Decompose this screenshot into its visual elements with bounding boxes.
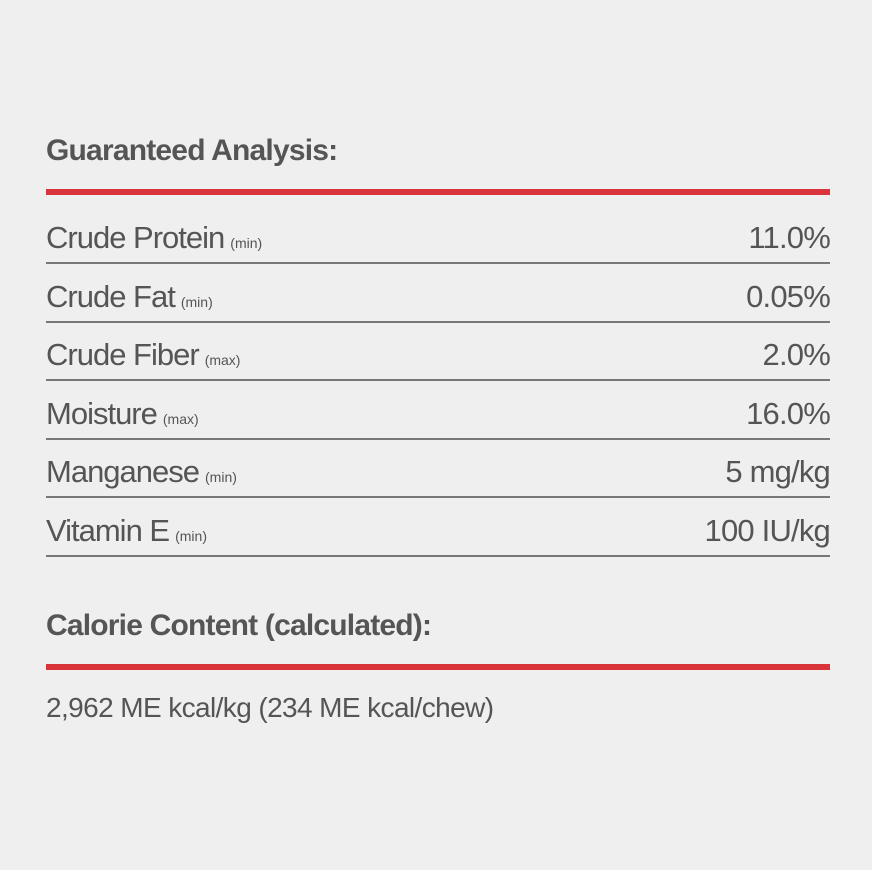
nutrient-name: Vitamin E [46, 512, 170, 548]
nutrient-value: 100 IU/kg [704, 512, 831, 548]
nutrient-value: 2.0% [762, 337, 831, 372]
nutrient-name: Moisture [46, 395, 158, 431]
analysis-row: Vitamin E (min) 100 IU/kg [46, 499, 831, 557]
section-title: Guaranteed Analysis: [46, 134, 338, 167]
nutrient-qualifier: (max) [204, 352, 241, 368]
section-title: Calorie Content (calculated): [46, 609, 432, 642]
nutrient-name: Crude Fat [46, 278, 176, 314]
nutrient-qualifier: (min) [205, 469, 237, 485]
nutrient-value: 0.05% [746, 278, 831, 314]
nutrient: Moisture (max) [46, 396, 199, 432]
calorie-text: 2,962 ME kcal/kg (234 ME kcal/chew) [46, 692, 494, 723]
analysis-row: Crude Fiber (max) 2.0% [46, 323, 831, 381]
nutrient-qualifier: (min) [230, 235, 263, 251]
red-rule [46, 189, 830, 195]
nutrient-value: 5 mg/kg [725, 454, 830, 489]
nutrient-qualifier: (max) [162, 410, 199, 427]
analysis-row: Crude Protein (min) 11.0% [46, 206, 831, 264]
nutrient-value: 11.0% [748, 220, 830, 255]
nutrient: Crude Fiber (max) [46, 337, 240, 373]
analysis-row: Crude Fat (min) 0.05% [46, 265, 831, 323]
nutrient-qualifier: (min) [175, 527, 207, 544]
nutrient-name: Crude Fiber [46, 337, 200, 372]
nutrient-name: Manganese [46, 454, 200, 489]
nutrient-qualifier: (min) [180, 293, 213, 310]
nutrient-name: Crude Protein [46, 220, 225, 255]
nutrient: Vitamin E (min) [46, 513, 207, 549]
analysis-row: Moisture (max) 16.0% [46, 382, 831, 440]
analysis-row: Manganese (min) 5 mg/kg [46, 440, 831, 498]
nutrient-value: 16.0% [746, 395, 831, 431]
nutrient: Manganese (min) [46, 454, 237, 490]
red-rule [46, 664, 830, 670]
nutrient: Crude Protein (min) [46, 220, 262, 256]
nutrient: Crude Fat (min) [46, 279, 213, 315]
